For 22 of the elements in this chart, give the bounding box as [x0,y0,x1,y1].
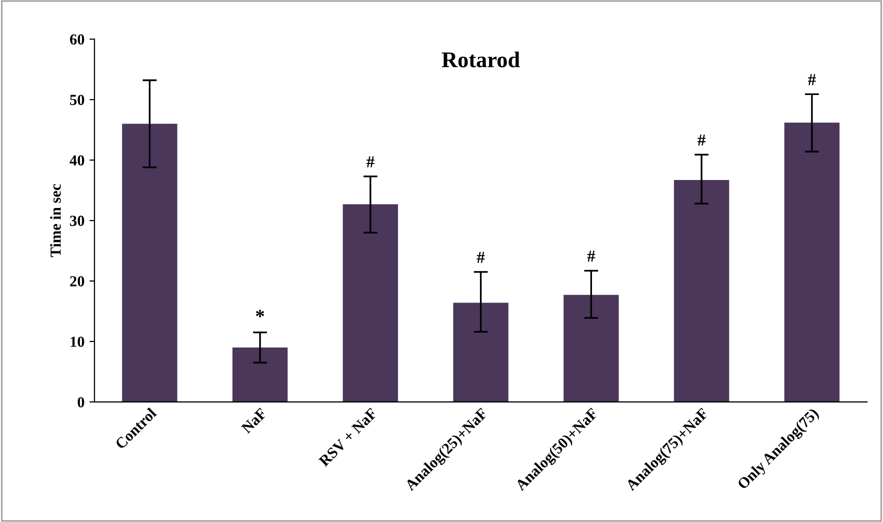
annotation: * [256,310,264,318]
bar [232,348,288,402]
y-tick-label: 60 [70,34,84,45]
y-tick-label: 20 [70,276,84,286]
y-tick-label: 30 [70,216,84,226]
annotation: # [366,156,374,168]
bar [342,204,398,402]
annotation: # [476,252,485,263]
bar [122,124,178,402]
bar [564,294,619,402]
y-tick-label: 40 [70,155,84,166]
bar [674,180,730,402]
y-tick-label: 10 [70,336,84,347]
bar [784,122,840,402]
annotation: # [587,250,596,262]
bar [453,302,508,402]
y-tick-label: 50 [70,94,84,106]
y-tick-label: 0 [78,397,84,408]
annotation: # [808,74,816,86]
y-axis-title: Time in sec [50,184,61,258]
chart-title: Rotarod [442,52,520,68]
annotation: # [698,134,706,146]
